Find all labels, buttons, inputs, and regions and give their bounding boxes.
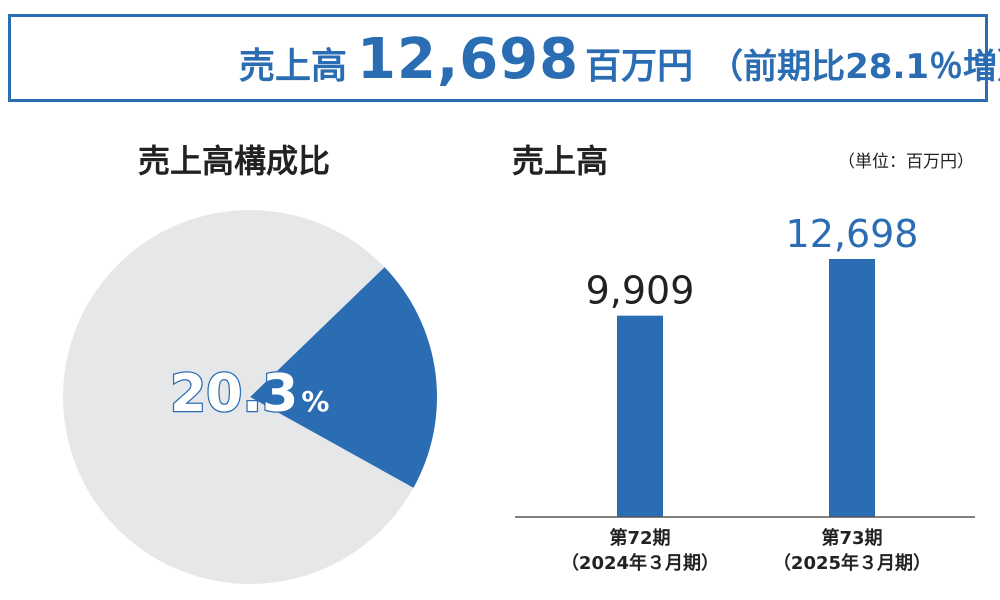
bar-value-label: 12,698 [786, 212, 919, 256]
bar-2 [829, 259, 875, 517]
pie-slice-rest [62, 210, 414, 585]
unit-note: （単位：百万円） [838, 152, 974, 172]
bar-1 [617, 315, 663, 517]
category-label-fiscal-year: （2024年３月期） [561, 552, 719, 574]
pie-slice-highlight [250, 267, 437, 488]
category-label-period: 第73期 [821, 527, 882, 549]
bar-value-label: 9,909 [586, 269, 695, 313]
banner-label: 売上高 [239, 46, 348, 87]
bar-chart-title: 売上高 [512, 142, 609, 180]
summary-banner: 売上高 12,698 百万円 （前期比28.1％増） [8, 14, 1000, 102]
category-label-fiscal-year: （2025年３月期） [773, 552, 931, 574]
banner-unit: 百万円 [585, 46, 694, 87]
summary-banner-text: 売上高 12,698 百万円 （前期比28.1％増） [239, 27, 1000, 92]
pie-percent-label: 20.3% [170, 364, 329, 424]
banner-compare: （前期比28.1％増） [709, 47, 1000, 87]
pie-chart-title: 売上高構成比 [138, 142, 331, 180]
banner-value: 12,698 [357, 27, 580, 92]
category-label-period: 第72期 [609, 527, 670, 549]
